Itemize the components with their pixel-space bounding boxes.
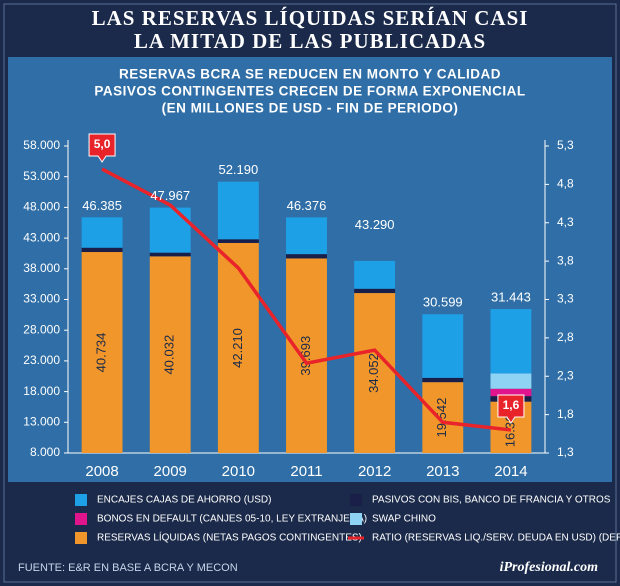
- y-tick-label: 48.000: [23, 200, 60, 214]
- legend-swatch: [350, 513, 362, 525]
- bar-value-label: 39.693: [298, 336, 313, 376]
- y2-tick-label: 1,3: [557, 445, 574, 459]
- chart-title: LA MITAD DE LAS PUBLICADAS: [134, 29, 486, 53]
- legend-label: BONOS EN DEFAULT (CANJES 05-10, LEY EXTR…: [97, 514, 367, 525]
- bar-segment: [217, 242, 259, 453]
- total-label: 31.443: [491, 289, 531, 304]
- bar-segment: [149, 207, 191, 253]
- y2-tick-label: 5,3: [557, 138, 574, 152]
- y-tick-label: 58.000: [23, 138, 60, 152]
- bar-segment: [354, 260, 396, 289]
- bar-segment: [81, 252, 123, 453]
- bar-segment: [490, 373, 532, 389]
- subtitle: (EN MILLONES DE USD - FIN DE PERIODO): [162, 101, 459, 116]
- bar-value-label: 40.734: [94, 333, 109, 373]
- bar-segment: [422, 382, 464, 453]
- bar-segment: [286, 217, 327, 255]
- subtitle: PASIVOS CONTINGENTES CRECEN DE FORMA EXP…: [94, 84, 525, 99]
- bar-segment: [217, 181, 259, 240]
- x-tick-label: 2013: [426, 463, 459, 480]
- bar-segment: [354, 288, 396, 294]
- legend-swatch: [75, 494, 87, 506]
- y2-tick-label: 2,8: [557, 330, 574, 344]
- x-tick-label: 2012: [358, 463, 391, 480]
- y2-tick-label: 1,8: [557, 407, 574, 421]
- legend-label: PASIVOS CON BIS, BANCO DE FRANCIA Y OTRO…: [372, 495, 611, 506]
- bar-value-label: 34.052: [366, 353, 381, 393]
- x-tick-label: 2008: [85, 463, 118, 480]
- y-tick-label: 8.000: [30, 445, 60, 459]
- y-tick-label: 18.000: [23, 384, 60, 398]
- bar-value-label: 19.542: [434, 398, 449, 438]
- y-tick-label: 28.000: [23, 322, 60, 336]
- legend-label: RESERVAS LÍQUIDAS (NETAS PAGOS CONTINGEN…: [97, 531, 362, 544]
- bar-value-label: 40.032: [162, 335, 177, 375]
- total-label: 30.599: [423, 295, 463, 310]
- bars: [81, 181, 532, 453]
- bar-segment: [490, 388, 532, 397]
- total-label: 46.385: [82, 198, 122, 213]
- subtitle: RESERVAS BCRA SE REDUCEN EN MONTO Y CALI…: [119, 67, 501, 82]
- bar-segment: [354, 293, 396, 453]
- bar-segment: [217, 239, 259, 243]
- y2-tick-label: 2,3: [557, 368, 574, 382]
- bar-segment: [422, 377, 464, 383]
- callout: [88, 133, 116, 163]
- line-value-label: 5,0: [94, 137, 111, 151]
- legend-swatch: [350, 494, 362, 506]
- x-tick-label: 2010: [222, 463, 255, 480]
- y-tick-label: 43.000: [23, 230, 60, 244]
- bar-segment: [149, 256, 191, 453]
- legend-swatch: [75, 532, 87, 544]
- y2-tick-label: 4,3: [557, 215, 574, 229]
- legend-swatch: [75, 513, 87, 525]
- bar-segment: [422, 314, 464, 378]
- source: FUENTE: E&R EN BASE A BCRA Y MECON: [18, 562, 238, 574]
- bar-segment: [81, 247, 123, 253]
- total-label: 46.376: [287, 198, 327, 213]
- total-label: 47.967: [150, 188, 190, 203]
- logo: iProfesional.com: [500, 560, 598, 575]
- bar-segment: [81, 217, 123, 248]
- callout: [497, 394, 525, 424]
- y-tick-label: 38.000: [23, 261, 60, 275]
- bar-segment: [286, 254, 327, 259]
- x-tick-label: 2009: [154, 463, 187, 480]
- bar-segment: [286, 258, 327, 453]
- chart-title: LAS RESERVAS LÍQUIDAS SERÍAN CASI: [92, 6, 529, 30]
- y-tick-label: 33.000: [23, 292, 60, 306]
- ratio-line: [101, 167, 512, 432]
- x-tick-label: 2011: [290, 463, 322, 480]
- y2-tick-label: 3,8: [557, 253, 574, 267]
- x-tick-label: 2014: [494, 463, 527, 480]
- legend-label: RATIO (RESERVAS LIQ./SERV. DEUDA EN USD)…: [372, 533, 620, 544]
- y-tick-label: 13.000: [23, 414, 60, 428]
- bar-segment: [149, 252, 191, 257]
- y-tick-label: 23.000: [23, 353, 60, 367]
- y-tick-label: 53.000: [23, 169, 60, 183]
- legend-label: SWAP CHINO: [372, 514, 436, 525]
- legend-label: ENCAJES CAJAS DE AHORRO (USD): [97, 495, 271, 506]
- total-label: 52.190: [218, 162, 258, 177]
- y2-tick-label: 3,3: [557, 292, 574, 306]
- y2-tick-label: 4,8: [557, 177, 574, 191]
- total-label: 43.290: [355, 217, 395, 232]
- frame: [3, 3, 617, 583]
- line-value-label: 1,6: [503, 398, 520, 412]
- bar-segment: [490, 309, 532, 374]
- bar-value-label: 42.210: [230, 328, 245, 368]
